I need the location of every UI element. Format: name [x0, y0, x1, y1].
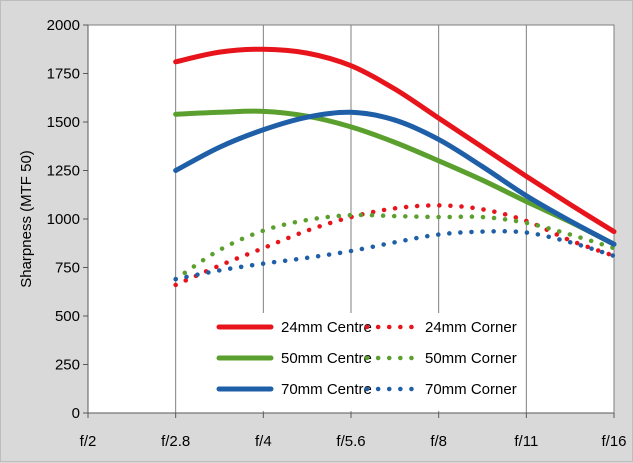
legend-item-70mm-centre: 70mm Centre — [216, 381, 372, 398]
series-layer — [173, 46, 617, 288]
y-tick-label: 250 — [55, 357, 80, 374]
legend-label: 24mm Corner — [425, 319, 517, 336]
y-tick-label: 500 — [55, 308, 80, 325]
legend-item-24mm-centre: 24mm Centre — [216, 319, 372, 336]
y-tick-label: 2000 — [47, 17, 80, 34]
x-tick-label: f/8 — [430, 433, 447, 450]
series-line-50mm-corner — [173, 212, 617, 282]
legend-label: 50mm Corner — [425, 350, 517, 367]
y-axis-title: Sharpness (MTF 50) — [18, 150, 35, 288]
x-tick-label: f/11 — [514, 433, 538, 450]
legend: 24mm Centre 50mm Centre 70mm Centre 24mm Co… — [208, 313, 517, 411]
series-line-70mm-corner — [173, 229, 617, 282]
y-tick-label: 1750 — [47, 66, 80, 83]
legend-label: 50mm Centre — [281, 350, 372, 367]
axis-layer: 0 250 500 750 1000 1250 1500 1750 2000 f/2 f/2.8 f/… — [47, 17, 627, 450]
legend-label: 24mm Centre — [281, 319, 372, 336]
x-tick-label: f/5.6 — [336, 433, 365, 450]
legend-item-50mm-corner: 50mm Corner — [364, 350, 517, 367]
x-tick-label: f/4 — [255, 433, 272, 450]
legend-item-70mm-corner: 70mm Corner — [364, 381, 517, 398]
series-line-50mm-centre — [173, 108, 617, 247]
y-tick-label: 1250 — [47, 163, 80, 180]
legend-label: 70mm Centre — [281, 381, 372, 398]
y-tick-label: 750 — [55, 260, 80, 277]
x-tick-label: f/2.8 — [161, 433, 190, 450]
y-tick-label: 0 — [72, 405, 80, 422]
series-line-24mm-corner — [173, 203, 617, 288]
series-line-70mm-centre — [173, 109, 617, 247]
series-line-24mm-centre — [173, 46, 617, 235]
legend-item-24mm-corner: 24mm Corner — [364, 319, 517, 336]
legend-label: 70mm Corner — [425, 381, 517, 398]
x-tick-label: f/16 — [601, 433, 626, 450]
y-tick-label: 1000 — [47, 211, 80, 228]
x-tick-label: f/2 — [80, 433, 97, 450]
legend-item-50mm-centre: 50mm Centre — [216, 350, 372, 367]
y-tick-label: 1500 — [47, 114, 80, 131]
